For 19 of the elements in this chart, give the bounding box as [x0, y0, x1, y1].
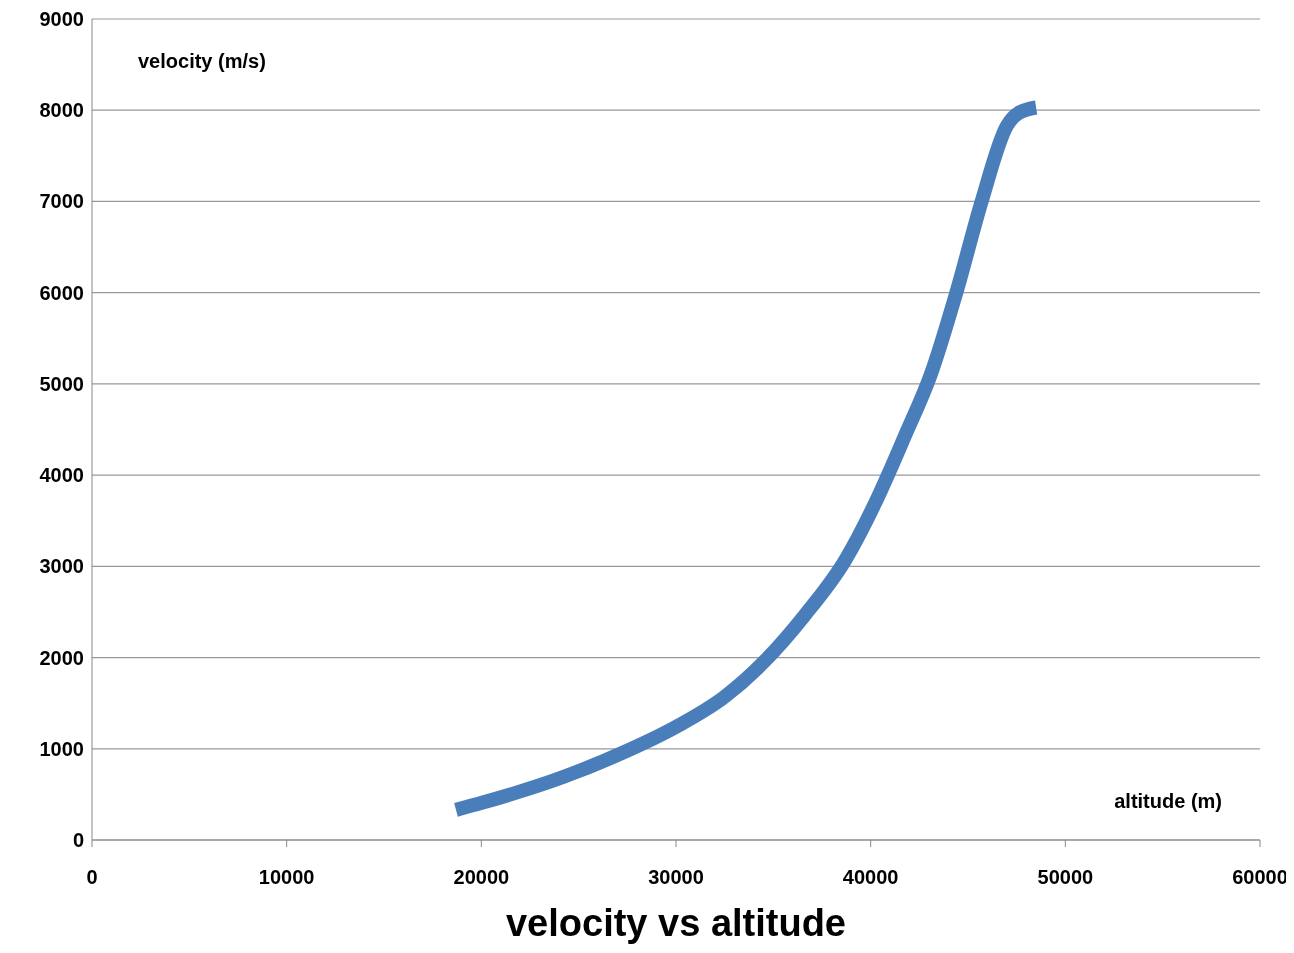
y-tick-label: 4000	[39, 464, 84, 487]
y-tick-label: 5000	[39, 372, 84, 395]
y-tick-label: 3000	[39, 555, 84, 578]
y-tick-label: 1000	[39, 737, 84, 760]
x-tick-label: 0	[86, 866, 98, 888]
x-tick-label: 20000	[453, 866, 510, 888]
y-tick-label: 0	[72, 829, 84, 851]
y-tick-label: 6000	[39, 281, 84, 304]
y-axis-title: velocity (m/s)	[138, 50, 266, 72]
x-tick-label: 10000	[258, 866, 315, 888]
text: velocity vs altitude	[505, 902, 847, 944]
x-axis-title: altitude (m)	[1114, 790, 1222, 812]
x-tick-label: 40000	[842, 866, 899, 888]
y-tick-label: 8000	[39, 99, 84, 122]
y-tick-label: 7000	[39, 190, 84, 213]
x-tick-label: 50000	[1037, 866, 1094, 888]
y-tick-label: 9000	[39, 8, 84, 30]
x-tick-label: 30000	[648, 866, 704, 888]
y-tick-label: 2000	[39, 646, 84, 669]
